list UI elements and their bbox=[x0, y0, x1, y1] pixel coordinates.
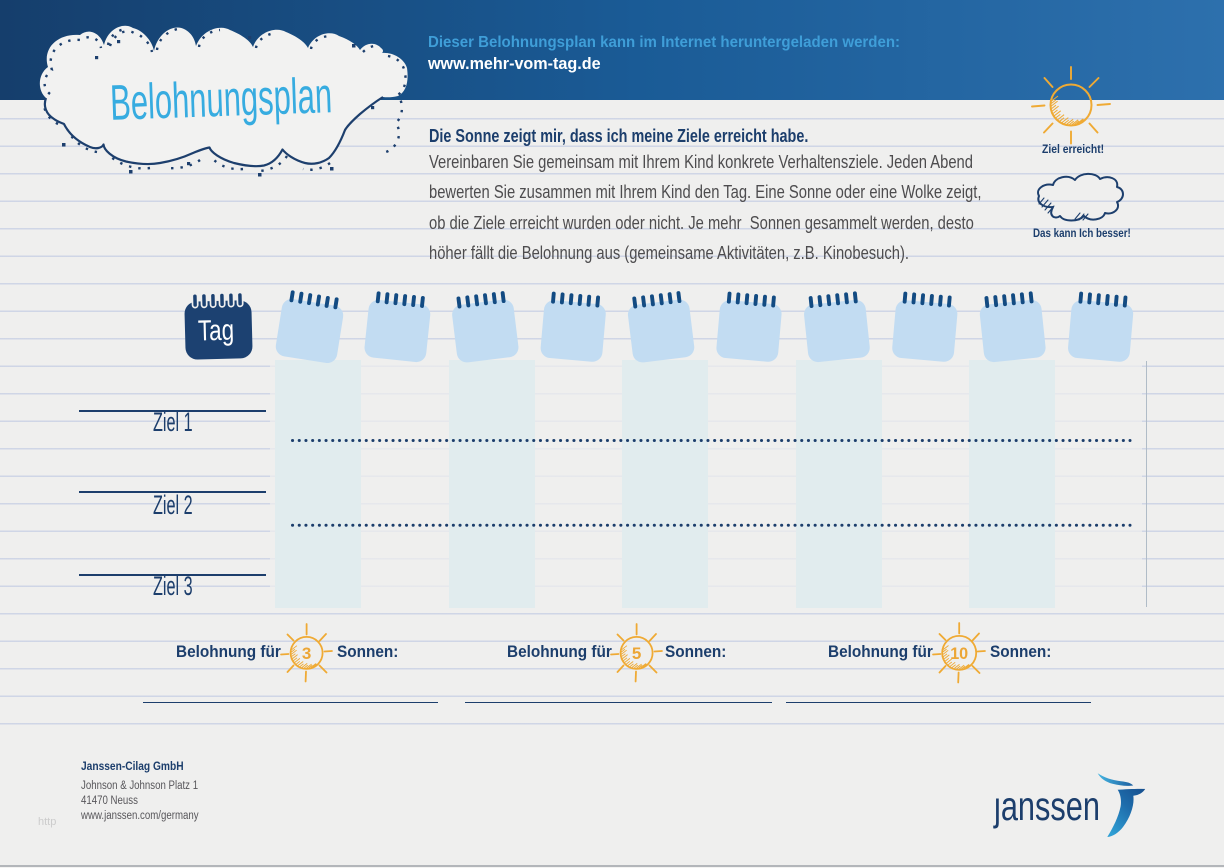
svg-text:3: 3 bbox=[302, 644, 311, 663]
svg-text:10: 10 bbox=[950, 644, 968, 663]
svg-text:janssen: janssen bbox=[993, 783, 1100, 829]
svg-text:Tag: Tag bbox=[198, 315, 235, 348]
svg-text:5: 5 bbox=[632, 644, 641, 663]
svg-text:Belohnungsplan: Belohnungsplan bbox=[109, 67, 333, 131]
